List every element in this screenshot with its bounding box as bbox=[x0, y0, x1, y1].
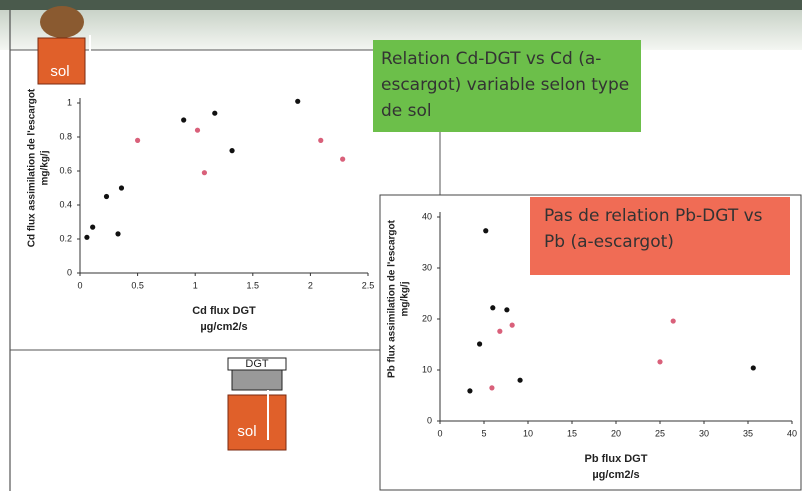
point bbox=[504, 307, 510, 313]
point bbox=[509, 322, 515, 328]
point bbox=[318, 137, 324, 143]
x-tick-label: 25 bbox=[655, 428, 665, 438]
x-tick-label: 5 bbox=[481, 428, 486, 438]
point bbox=[295, 98, 301, 104]
y-tick-label: 0 bbox=[427, 415, 432, 425]
point bbox=[750, 365, 756, 371]
point bbox=[517, 377, 523, 383]
point bbox=[229, 148, 235, 154]
point bbox=[477, 341, 483, 347]
y-tick-label: 0.2 bbox=[59, 233, 72, 243]
dgt-gel bbox=[231, 369, 283, 391]
x-axis-label: µg/cm2/s bbox=[592, 469, 639, 481]
annotation-box: Pas de relation Pb-DGT vs Pb (a-escargot… bbox=[530, 197, 790, 275]
point bbox=[115, 231, 121, 237]
y-axis-label: mg/kg/j bbox=[400, 281, 411, 316]
point bbox=[657, 359, 663, 365]
x-tick-label: 35 bbox=[743, 428, 753, 438]
icon-label: sol bbox=[50, 63, 69, 80]
x-tick-label: 0 bbox=[437, 428, 442, 438]
point bbox=[90, 224, 96, 230]
point bbox=[103, 193, 110, 200]
x-tick-label: 10 bbox=[523, 428, 533, 438]
x-tick-label: 1.5 bbox=[247, 280, 260, 290]
soil-icon bbox=[37, 37, 86, 85]
icon-label: sol bbox=[237, 423, 256, 440]
y-tick-label: 20 bbox=[422, 313, 432, 323]
point bbox=[194, 127, 201, 133]
y-axis-label: Cd flux assimilation de l'escargot bbox=[27, 88, 38, 247]
y-tick-label: 1 bbox=[67, 97, 72, 107]
x-tick-label: 1 bbox=[193, 280, 198, 290]
point bbox=[483, 228, 489, 234]
y-tick-label: 0.6 bbox=[59, 165, 72, 175]
x-tick-label: 40 bbox=[787, 428, 797, 438]
point bbox=[84, 234, 90, 240]
x-tick-label: 0.5 bbox=[131, 280, 144, 290]
point bbox=[467, 388, 473, 394]
point bbox=[670, 318, 676, 324]
annotation-box: Relation Cd-DGT vs Cd (a-escargot) varia… bbox=[373, 40, 641, 132]
point bbox=[118, 185, 125, 191]
y-tick-label: 30 bbox=[422, 262, 432, 272]
top-band bbox=[0, 0, 802, 10]
snail-icon bbox=[40, 6, 84, 38]
y-axis-label: Pb flux assimilation de l'escargot bbox=[387, 219, 398, 378]
y-axis-label: mg/kg/j bbox=[40, 150, 51, 185]
x-axis-label: µg/cm2/s bbox=[200, 321, 247, 333]
x-tick-label: 2 bbox=[308, 280, 313, 290]
point bbox=[135, 137, 141, 143]
y-tick-label: 0.8 bbox=[59, 131, 72, 141]
point bbox=[489, 385, 495, 391]
point bbox=[340, 156, 346, 162]
soil-icon bbox=[227, 394, 287, 451]
y-tick-label: 10 bbox=[422, 364, 432, 374]
y-tick-label: 0.4 bbox=[59, 199, 72, 209]
x-tick-label: 30 bbox=[699, 428, 709, 438]
x-tick-label: 15 bbox=[567, 428, 577, 438]
point bbox=[212, 110, 218, 116]
x-tick-label: 0 bbox=[77, 280, 82, 290]
point bbox=[490, 305, 496, 311]
point bbox=[497, 328, 503, 334]
y-tick-label: 0 bbox=[67, 267, 72, 277]
x-axis-label: Pb flux DGT bbox=[585, 453, 648, 465]
point bbox=[201, 170, 208, 176]
x-tick-label: 2.5 bbox=[362, 280, 375, 290]
x-axis-label: Cd flux DGT bbox=[192, 305, 256, 317]
icon-label: DGT bbox=[245, 358, 269, 370]
y-tick-label: 40 bbox=[422, 211, 432, 221]
point bbox=[181, 117, 187, 123]
x-tick-label: 20 bbox=[611, 428, 621, 438]
